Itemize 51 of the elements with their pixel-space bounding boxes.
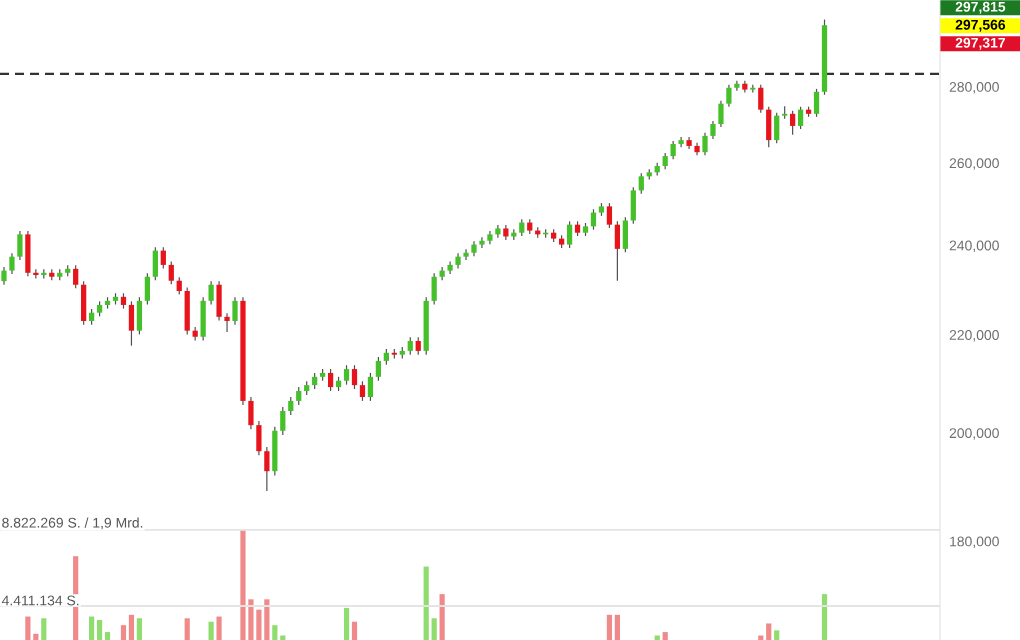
candlestick (216, 280, 222, 322)
candlestick (813, 88, 820, 118)
candlestick (73, 264, 79, 289)
candlestick (224, 312, 230, 333)
candlestick (144, 272, 151, 306)
candlestick (168, 260, 174, 285)
candlestick (670, 140, 676, 160)
candlestick (630, 186, 636, 225)
candlestick (375, 356, 382, 382)
candlestick (463, 248, 469, 261)
candlestick (678, 136, 684, 148)
candlestick (479, 236, 485, 249)
candlestick (718, 100, 724, 128)
candlestick (790, 110, 796, 136)
candlestick (9, 252, 15, 275)
candlestick (431, 272, 437, 306)
candlestick (17, 230, 23, 261)
candlestick (343, 364, 350, 386)
candlestick (367, 372, 374, 402)
candlestick (264, 446, 270, 492)
candlestick (280, 406, 286, 436)
candlestick (495, 224, 501, 239)
candlestick (734, 80, 740, 92)
candlestick (726, 84, 732, 108)
candlestick (232, 296, 238, 326)
candlestick (797, 106, 804, 130)
candlestick (327, 368, 334, 392)
candlestick (184, 286, 190, 335)
candlestick (200, 296, 206, 342)
candlestick (766, 106, 772, 148)
candlestick (359, 380, 366, 402)
candlestick (160, 246, 166, 269)
candlestick (136, 296, 143, 335)
candlestick (638, 172, 644, 195)
candlestick (351, 364, 358, 390)
candlestick (566, 220, 573, 249)
candlestick (256, 420, 262, 456)
candlestick (81, 280, 87, 326)
candlestick (272, 426, 278, 476)
candlestick (758, 84, 764, 114)
candlestick (614, 220, 621, 282)
candlestick (606, 202, 613, 229)
candlestick (25, 230, 31, 277)
candlestick (248, 396, 254, 430)
candlestick (622, 216, 628, 253)
candlestick (152, 246, 158, 281)
candlestick (208, 280, 214, 306)
candlestick (447, 260, 453, 275)
candlestick (128, 300, 135, 347)
candlestick (774, 112, 780, 144)
candlestick (702, 132, 708, 156)
